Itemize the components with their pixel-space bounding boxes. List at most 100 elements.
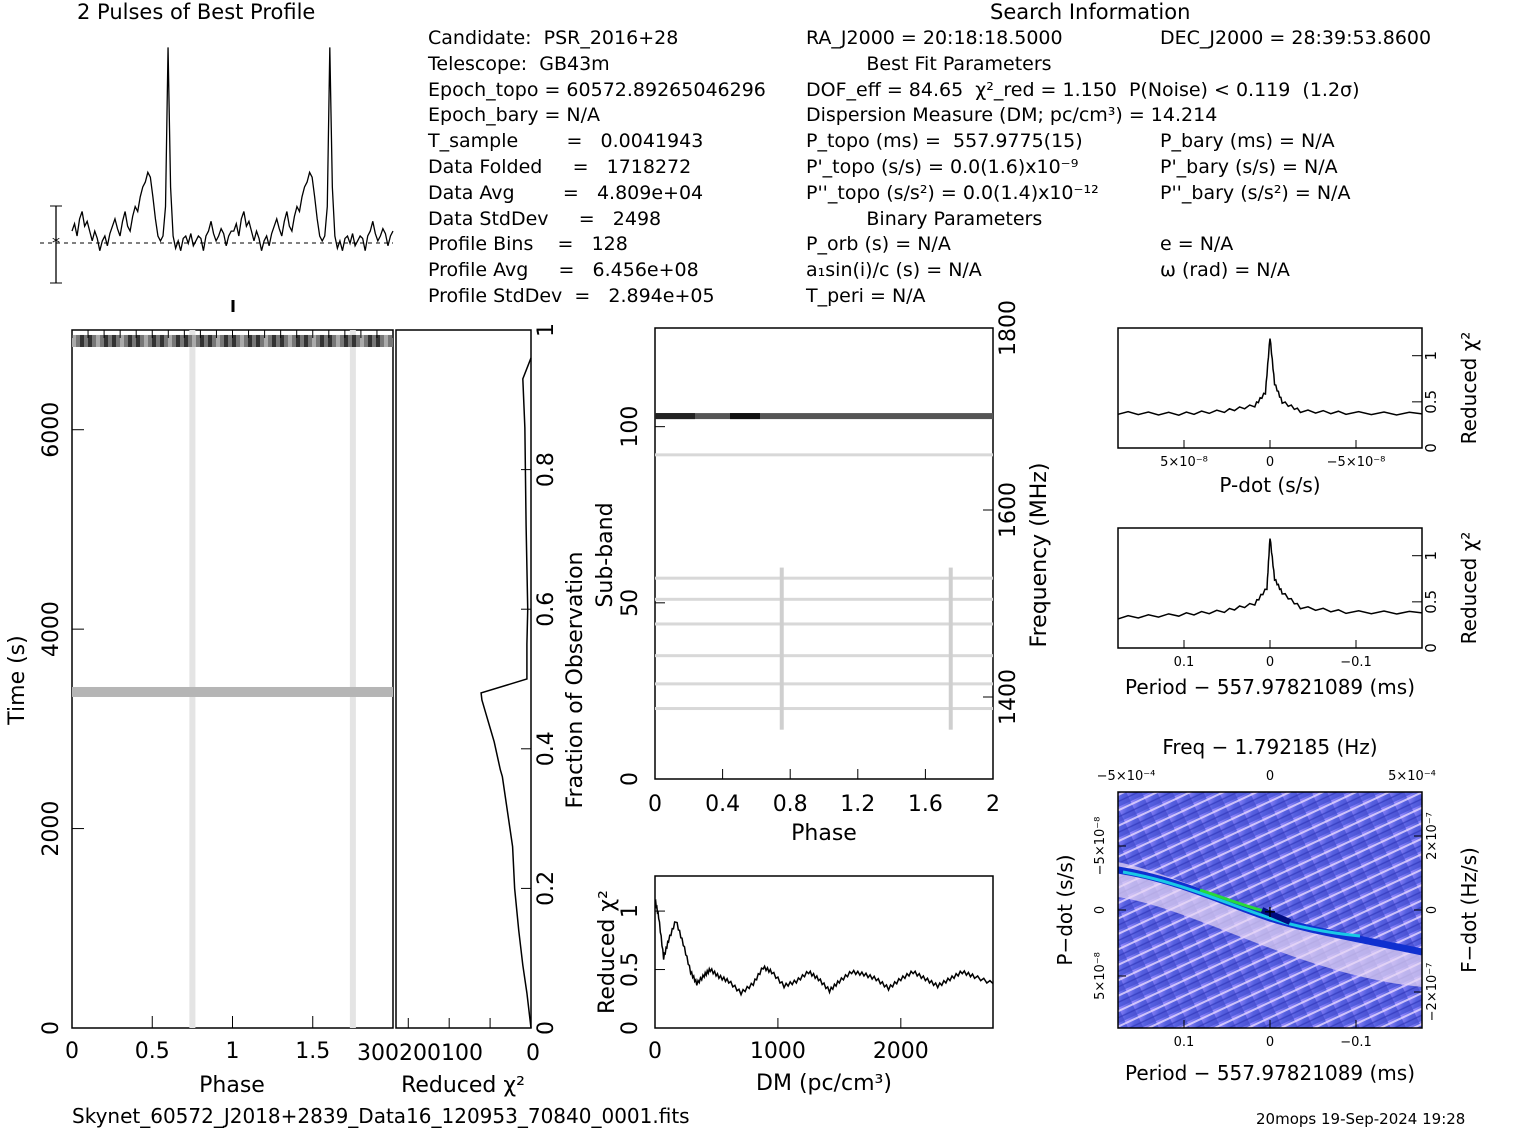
y-axis-label: Reduced χ² — [1457, 332, 1481, 445]
info-line: P_bary (ms) = N/A — [1160, 130, 1335, 153]
x-axis-label: Period − 557.97821089 (ms) — [1125, 1061, 1415, 1085]
subband-row — [655, 682, 993, 686]
rfi-row-texture — [264, 334, 268, 347]
info-line: P_topo (ms) = 557.9775(15) — [806, 130, 1083, 153]
info-column-3: DEC_J2000 = 28:39:53.8600 P_bary (ms) = N… — [1160, 26, 1431, 310]
rfi-row-texture — [336, 334, 340, 347]
subband-row — [655, 597, 993, 601]
period-chi2-line — [1117, 538, 1423, 620]
rfi-row-texture — [144, 334, 148, 347]
rfi-row-texture — [368, 334, 372, 347]
rfi-row-texture — [128, 334, 132, 347]
rfi-row-texture — [120, 334, 124, 347]
rfi-row-texture — [272, 334, 276, 347]
rfi-row-texture — [320, 334, 324, 347]
info-line: Data Folded = 1718272 — [428, 155, 692, 178]
rfi-row-texture — [136, 334, 140, 347]
search-info-title: Search Information — [990, 0, 1191, 24]
y-axis-label: Reduced χ² — [1457, 532, 1481, 645]
rfi-row-texture — [256, 334, 260, 347]
rfi-row-texture — [200, 334, 204, 347]
pulse-column — [349, 330, 356, 1028]
y-axis-label: Sub-band — [593, 502, 618, 607]
x-tick-label: 1 — [226, 1039, 240, 1064]
y2-tick-label: 1400 — [996, 669, 1021, 725]
top-tick-label: 5×10⁻⁴ — [1388, 769, 1436, 784]
error-bar-marker: * — [52, 233, 60, 252]
info-line: P''_topo (s/s²) = 0.0(1.4)x10⁻¹² — [806, 181, 1099, 204]
rfi-row-texture — [176, 334, 180, 347]
x-tick-label: −0.1 — [1340, 655, 1372, 670]
rfi-row-texture — [232, 334, 236, 347]
y-tick-label: 0.4 — [534, 731, 559, 766]
info-line: P'_bary (s/s) = N/A — [1160, 155, 1338, 178]
y-tick-label: 2000 — [39, 801, 64, 857]
rfi-row-texture — [312, 334, 316, 347]
rfi-row-texture — [160, 334, 164, 347]
y-tick-label: 1 — [1422, 351, 1440, 361]
y-tick-label: 0.5 — [1422, 390, 1440, 414]
info-line: e = N/A — [1160, 233, 1234, 256]
rfi-row-texture — [192, 334, 196, 347]
rfi-row-texture — [208, 334, 212, 347]
y-tick-label: 0 — [1093, 906, 1108, 914]
info-line: Profile Bins = 128 — [428, 233, 628, 256]
profile-line — [71, 47, 394, 251]
rfi-row-texture — [376, 334, 380, 347]
y-tick-label: 6000 — [39, 402, 64, 458]
pp-map-background — [1118, 792, 1422, 1028]
y2-axis-label: F−dot (Hz/s) — [1457, 847, 1481, 973]
y-tick-label: 50 — [618, 589, 643, 617]
pp-map-track-cyan — [1122, 870, 1361, 938]
y-tick-label: 0 — [534, 1021, 559, 1035]
info-column-1: Candidate: PSR_2016+28 Telescope: GB43m Ep… — [428, 26, 766, 310]
y-tick-label: 4000 — [39, 601, 64, 657]
top-tick-label: 0 — [1266, 769, 1274, 784]
rfi-row-texture — [184, 334, 188, 347]
time-phase-frame — [71, 329, 394, 1029]
x-axis-label: DM (pc/cm³) — [756, 1071, 892, 1096]
y-tick-label: 0.8 — [534, 452, 559, 487]
y-tick-label: 0 — [1422, 443, 1440, 453]
subband-frame — [654, 327, 994, 780]
pp-map-peak — [1260, 907, 1292, 925]
rfi-row-texture — [216, 334, 220, 347]
best-fit-marker: + — [1263, 902, 1276, 921]
x-tick-label: 0 — [65, 1039, 79, 1064]
pulse-column — [189, 330, 196, 1028]
dm-chi2-frame — [654, 875, 994, 1029]
subband-row — [655, 576, 993, 580]
info-line: Profile Avg = 6.456e+08 — [428, 259, 699, 282]
x-tick-label: 0 — [648, 1039, 662, 1064]
info-line: P'_topo (s/s) = 0.0(1.6)x10⁻⁹ — [806, 155, 1079, 178]
x-tick-label: 1000 — [750, 1039, 806, 1064]
info-line: ω (rad) = N/A — [1160, 259, 1290, 282]
subband-row — [655, 413, 993, 420]
rfi-row-texture — [360, 334, 364, 347]
info-line: Telescope: GB43m — [428, 52, 610, 75]
y-axis-label: Fraction of Observation — [563, 552, 588, 809]
y2-tick-label: 1800 — [996, 300, 1021, 356]
rfi-row-texture — [352, 334, 356, 347]
x-axis-label: Phase — [791, 821, 857, 846]
x-tick-label: −0.1 — [1340, 1035, 1372, 1050]
info-line: P_orb (s) = N/A — [806, 233, 951, 256]
y-axis-label: Time (s) — [5, 635, 30, 725]
rfi-row-texture — [168, 334, 172, 347]
rfi-row-texture — [72, 334, 76, 347]
rfi-row-texture — [88, 334, 92, 347]
pdot-chi2-line — [1117, 338, 1423, 417]
rfi-row-texture — [224, 334, 228, 347]
rfi-row-texture — [384, 334, 388, 347]
info-line: Candidate: PSR_2016+28 — [428, 27, 679, 49]
y-tick-label: 1 — [1422, 551, 1440, 561]
rfi-row-texture — [96, 334, 100, 347]
rfi-row-texture — [288, 334, 292, 347]
y-tick-label: 0.5 — [618, 952, 643, 987]
info-line: RA_J2000 = 20:18:18.5000 — [806, 27, 1063, 49]
timestamp: 20mops 19-Sep-2024 19:28 — [1256, 1110, 1466, 1128]
x-tick-label: 2 — [986, 792, 1000, 817]
pulse-column — [948, 567, 953, 730]
fits-filename: Skynet_60572_J2018+2839_Data16_120953_70… — [72, 1104, 690, 1128]
